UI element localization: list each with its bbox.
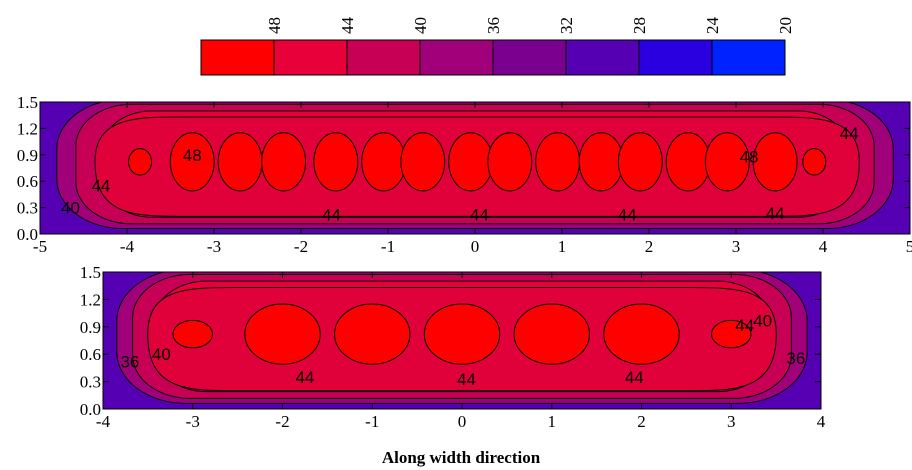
y-tick-label: 0.0 <box>80 400 101 419</box>
contour-label: 44 <box>735 316 754 335</box>
hot-spot-contour <box>169 132 215 192</box>
contour-label: 44 <box>618 206 637 225</box>
x-tick-label: -1 <box>365 412 379 431</box>
y-tick-label: 0.3 <box>80 373 101 392</box>
contour-label: 36 <box>120 353 139 372</box>
legend-level-label: 20 <box>776 17 795 34</box>
legend-swatch <box>565 39 640 76</box>
hot-spot-contour <box>334 303 411 365</box>
y-tick-label: 1.2 <box>17 119 38 138</box>
hot-spot-contour <box>172 319 213 349</box>
x-tick-label: -1 <box>381 237 395 256</box>
contour-label: 36 <box>786 349 805 368</box>
hot-spot-contour <box>513 303 590 365</box>
legend-level-label: 48 <box>265 17 284 34</box>
legend-swatch <box>419 39 494 76</box>
y-tick-label: 0.3 <box>17 199 38 218</box>
hot-spot-contour <box>217 132 263 192</box>
x-tick-label: 1 <box>548 412 557 431</box>
hot-spot-contour <box>617 132 663 192</box>
legend-swatch <box>346 39 421 76</box>
hot-spot-contour <box>400 132 446 192</box>
x-tick-label: 5 <box>906 237 912 256</box>
contour-label: 48 <box>740 148 759 167</box>
x-tick-label: -4 <box>120 237 135 256</box>
hot-spot-contour <box>578 132 624 192</box>
x-tick-label: 3 <box>732 237 741 256</box>
x-tick-label: 4 <box>819 237 828 256</box>
legend-swatch <box>492 39 567 76</box>
y-tick-label: 0.6 <box>80 345 101 364</box>
contour-label: 44 <box>295 368 314 387</box>
y-tick-label: 0.0 <box>17 225 38 244</box>
x-tick-label: 3 <box>727 412 736 431</box>
legend-level-label: 24 <box>703 17 722 35</box>
y-tick-label: 1.2 <box>80 290 101 309</box>
contour-label: 40 <box>753 311 772 330</box>
legend-level-label: 36 <box>484 17 503 34</box>
hot-spot-contour <box>603 303 680 365</box>
legend-swatch <box>711 39 786 76</box>
hot-spot-contour <box>128 148 153 176</box>
hot-spot-contour <box>423 303 501 365</box>
contour-label: 44 <box>766 204 785 223</box>
hot-spot-contour <box>752 132 798 192</box>
x-tick-label: -2 <box>294 237 308 256</box>
legend-level-label: 32 <box>557 17 576 34</box>
hot-spot-contour <box>802 148 827 176</box>
x-tick-label: 2 <box>637 412 646 431</box>
contour-label: 44 <box>91 177 110 196</box>
hot-spot-contour <box>487 132 533 192</box>
x-tick-label: -2 <box>275 412 289 431</box>
contour-label: 40 <box>61 199 80 218</box>
x-axis-label: Along width direction <box>382 448 541 467</box>
y-tick-label: 0.9 <box>17 146 38 165</box>
y-tick-label: 0.6 <box>17 172 38 191</box>
hot-spot-contour <box>448 132 494 192</box>
hot-spot-contour <box>244 303 321 365</box>
top-panel: 48 48 44 40 44 44 44 44 44 -5 -4 -3 -2 -1 0 1 2 3 4 5 0.0 0.… <box>17 93 912 256</box>
x-tick-label: 4 <box>817 412 826 431</box>
y-tick-label: 1.5 <box>80 263 101 282</box>
contour-label: 44 <box>840 124 859 143</box>
legend-swatch <box>638 39 713 76</box>
x-tick-label: -3 <box>207 237 221 256</box>
hot-spot-contour <box>711 319 752 349</box>
y-tick-label: 1.5 <box>17 93 38 112</box>
x-tick-label: -4 <box>96 412 111 431</box>
x-tick-label: -5 <box>33 237 47 256</box>
y-tick-label: 0.9 <box>80 318 101 337</box>
x-tick-label: -3 <box>186 412 200 431</box>
hot-spot-contour <box>665 132 711 192</box>
legend-level-label: 28 <box>630 17 649 34</box>
contour-label: 44 <box>322 206 341 225</box>
x-tick-label: 2 <box>645 237 654 256</box>
x-tick-label: 0 <box>458 412 467 431</box>
contour-label: 48 <box>183 146 202 165</box>
legend-swatch <box>273 39 348 76</box>
hot-spot-contour <box>535 132 581 192</box>
contour-label: 44 <box>470 206 489 225</box>
hot-spot-contour <box>261 132 307 192</box>
legend-colorbar: 48 44 40 36 32 28 24 20 <box>200 17 795 76</box>
legend-swatch <box>200 39 275 76</box>
contour-label: 44 <box>457 370 476 389</box>
legend-level-label: 40 <box>411 17 430 34</box>
hot-spot-contour <box>361 132 407 192</box>
hot-spot-contour <box>704 132 750 192</box>
legend-level-label: 44 <box>338 17 357 35</box>
contour-label: 44 <box>625 368 644 387</box>
x-tick-label: 1 <box>558 237 567 256</box>
contour-label: 40 <box>152 345 171 364</box>
hot-spot-contour <box>313 132 359 192</box>
x-tick-label: 0 <box>471 237 480 256</box>
